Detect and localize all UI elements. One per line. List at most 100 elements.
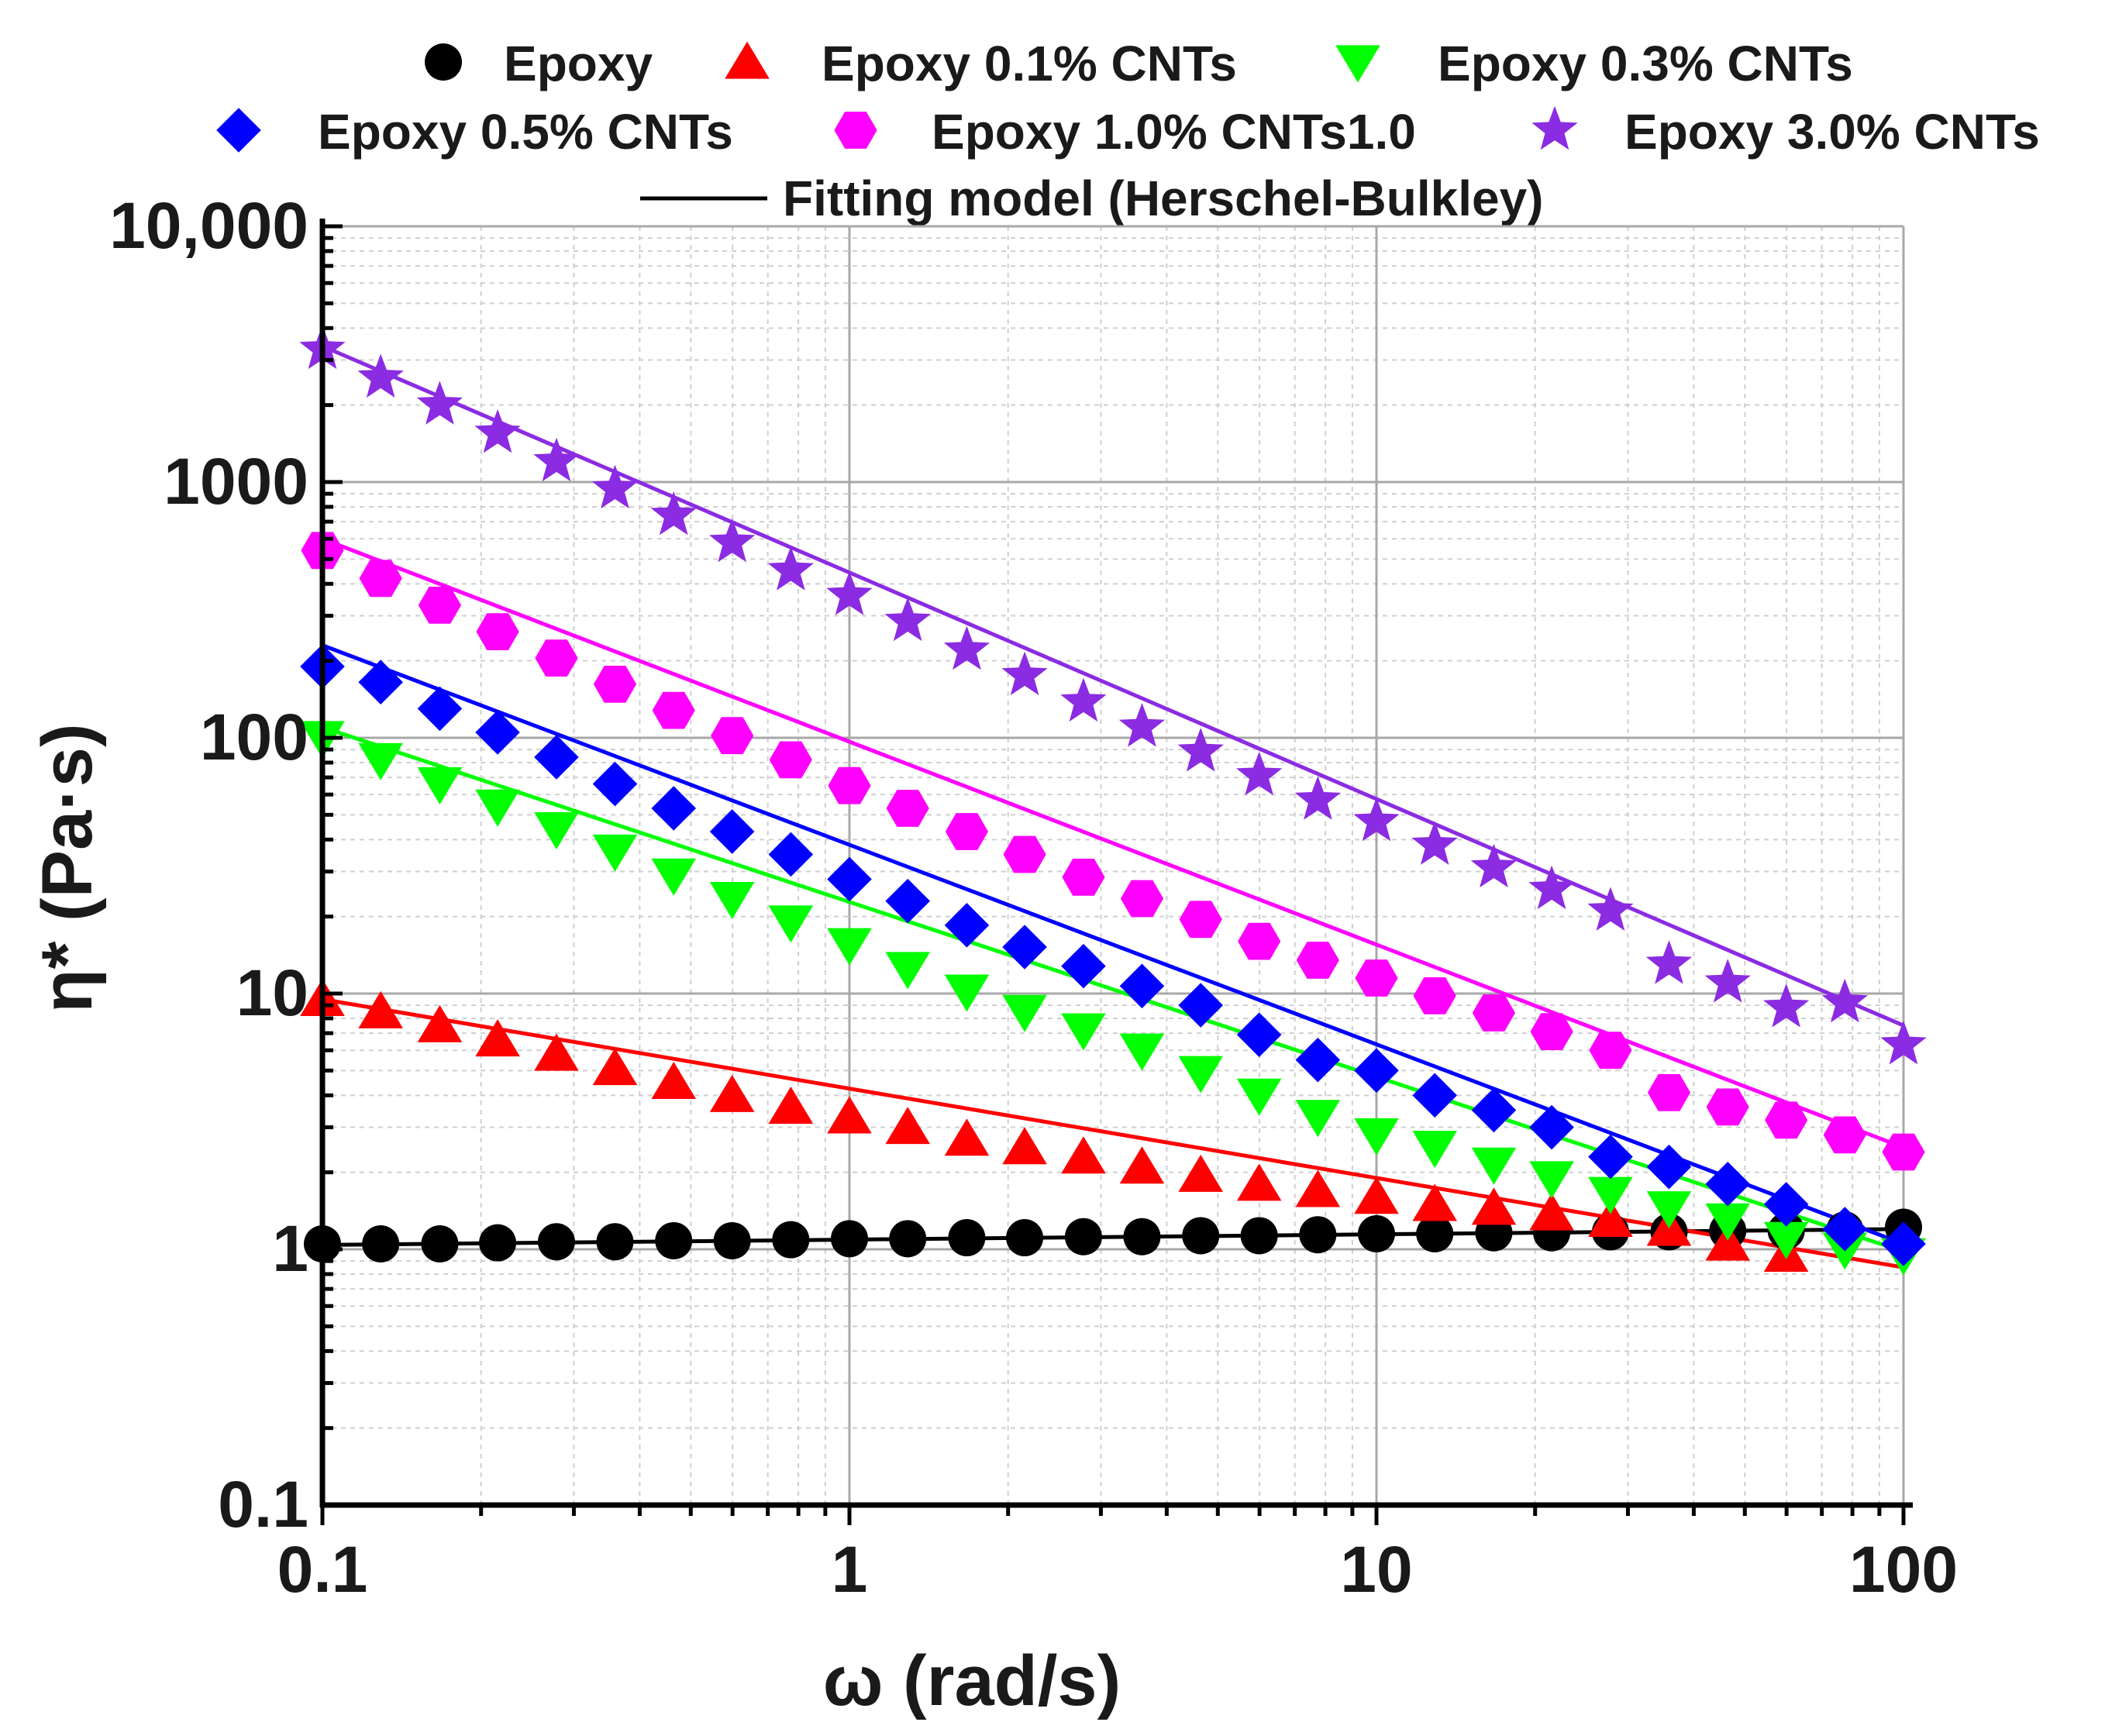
point-epoxy-0-5-cnts — [1705, 1161, 1751, 1207]
series-epoxy-0-5-cnts — [300, 644, 1926, 1266]
point-epoxy-3-0-cnts — [884, 597, 931, 642]
tick-labels: 0.1 1 10 100 0.1 1 10 100 1000 10,000 — [109, 189, 1958, 1606]
point-epoxy-3-0-cnts — [533, 437, 580, 482]
fit-lines — [322, 344, 1904, 1269]
point-epoxy-1-0-cnts1-0 — [886, 790, 929, 827]
major-gridlines — [321, 225, 1905, 1507]
point-epoxy-0-5-cnts — [1529, 1104, 1574, 1150]
series-epoxy-3-0-cnts — [299, 325, 1927, 1065]
point-epoxy-0-1-cnts — [417, 1004, 463, 1042]
point-epoxy — [1006, 1219, 1044, 1257]
point-epoxy-1-0-cnts1-0 — [359, 560, 402, 598]
point-epoxy-0-5-cnts — [1471, 1087, 1517, 1133]
point-epoxy-1-0-cnts1-0 — [1413, 977, 1456, 1014]
point-epoxy-0-3-cnts — [827, 928, 872, 966]
point-epoxy-0-3-cnts — [768, 905, 814, 943]
point-epoxy-0-3-cnts — [534, 812, 579, 850]
point-epoxy-1-0-cnts1-0 — [1765, 1101, 1808, 1139]
point-epoxy-0-5-cnts — [1588, 1134, 1633, 1180]
x-axis-title: ω (rad/s) — [823, 1641, 1121, 1720]
point-epoxy-3-0-cnts — [1821, 978, 1868, 1023]
point-epoxy-0-1-cnts — [1529, 1193, 1574, 1231]
point-epoxy-3-0-cnts — [1236, 751, 1283, 796]
point-epoxy-0-5-cnts — [1295, 1037, 1341, 1083]
point-epoxy-3-0-cnts — [1470, 843, 1518, 888]
point-epoxy-3-0-cnts — [1587, 887, 1634, 931]
point-epoxy — [1123, 1218, 1161, 1256]
point-epoxy-1-0-cnts1-0 — [1472, 994, 1515, 1032]
point-epoxy-0-3-cnts — [592, 834, 638, 872]
point-epoxy-0-1-cnts — [1295, 1169, 1341, 1207]
point-epoxy-0-3-cnts — [1763, 1221, 1809, 1259]
y-tick-label: 10 — [236, 956, 308, 1029]
point-epoxy-0-3-cnts — [358, 742, 404, 780]
point-epoxy — [772, 1221, 810, 1259]
point-epoxy-3-0-cnts — [709, 518, 756, 563]
point-epoxy-0-3-cnts — [1529, 1161, 1574, 1199]
point-epoxy-0-3-cnts — [651, 858, 697, 896]
point-epoxy-1-0-cnts1-0 — [476, 613, 519, 650]
point-epoxy-0-5-cnts — [1236, 1012, 1282, 1057]
point-epoxy — [362, 1225, 400, 1263]
point-epoxy-1-0-cnts1-0 — [1355, 959, 1398, 997]
point-epoxy-3-0-cnts — [1353, 797, 1400, 842]
point-epoxy-3-0-cnts — [1411, 821, 1458, 865]
data-points — [299, 325, 1927, 1276]
point-epoxy-0-5-cnts — [417, 686, 463, 732]
point-epoxy-1-0-cnts1-0 — [711, 717, 754, 755]
point-epoxy — [655, 1221, 693, 1259]
point-epoxy-3-0-cnts — [1177, 728, 1224, 772]
point-epoxy-0-3-cnts — [1354, 1118, 1399, 1156]
legend-marker-epoxy-0-5-cnts — [216, 108, 261, 153]
point-epoxy-0-5-cnts — [1002, 925, 1047, 970]
point-epoxy-0-5-cnts — [358, 660, 404, 705]
point-epoxy-0-5-cnts — [944, 903, 990, 948]
series-epoxy-0-3-cnts — [300, 721, 1926, 1276]
point-epoxy-0-1-cnts — [1705, 1223, 1751, 1261]
fit-line-epoxy — [322, 1227, 1904, 1247]
point-epoxy-1-0-cnts1-0 — [945, 813, 988, 850]
point-epoxy-3-0-cnts — [826, 571, 873, 615]
point-epoxy-0-1-cnts — [1236, 1163, 1282, 1201]
point-epoxy — [1182, 1217, 1220, 1255]
fit-line-epoxy-0-3-cnts — [322, 725, 1904, 1254]
point-epoxy-1-0-cnts1-0 — [1296, 942, 1339, 979]
point-epoxy-3-0-cnts — [416, 381, 463, 425]
point-epoxy-1-0-cnts1-0 — [535, 639, 578, 677]
point-epoxy-0-1-cnts — [358, 990, 404, 1028]
point-epoxy-3-0-cnts — [357, 353, 404, 398]
point-epoxy-0-3-cnts — [1061, 1013, 1106, 1051]
fit-line-epoxy-0-5-cnts — [322, 643, 1904, 1246]
point-epoxy-0-1-cnts — [885, 1107, 931, 1145]
series-epoxy-0-1-cnts — [300, 978, 1809, 1272]
point-epoxy-1-0-cnts1-0 — [828, 766, 871, 804]
point-epoxy-1-0-cnts1-0 — [1647, 1073, 1691, 1111]
point-epoxy-1-0-cnts1-0 — [769, 741, 812, 779]
point-epoxy-0-1-cnts — [1002, 1127, 1047, 1165]
minor-gridlines — [322, 226, 1903, 1505]
point-epoxy-3-0-cnts — [767, 546, 814, 591]
point-epoxy — [831, 1220, 868, 1258]
point-epoxy-0-5-cnts — [1412, 1073, 1458, 1118]
point-epoxy-0-3-cnts — [1178, 1056, 1224, 1094]
point-epoxy-0-5-cnts — [1763, 1182, 1809, 1227]
point-epoxy-0-1-cnts — [1354, 1176, 1399, 1214]
point-epoxy-0-1-cnts — [1412, 1183, 1458, 1221]
point-epoxy-0-1-cnts — [1471, 1187, 1517, 1225]
point-epoxy-0-3-cnts — [1471, 1147, 1517, 1185]
point-epoxy-3-0-cnts — [1704, 959, 1751, 1003]
x-tick-label: 1 — [832, 1533, 868, 1606]
point-epoxy — [948, 1219, 986, 1257]
point-epoxy-3-0-cnts — [650, 491, 697, 536]
point-epoxy-3-0-cnts — [1294, 776, 1341, 820]
fit-line-epoxy-1-0-cnts1-0 — [322, 536, 1904, 1150]
point-epoxy-0-1-cnts — [1119, 1146, 1165, 1184]
point-epoxy — [421, 1225, 459, 1263]
x-tick-label: 10 — [1340, 1533, 1412, 1606]
legend: Epoxy Epoxy 0.1% CNTs Epoxy 0.3% CNTs Epoxy… — [216, 36, 2040, 226]
point-epoxy — [1416, 1214, 1454, 1252]
point-epoxy-0-3-cnts — [885, 952, 931, 990]
point-epoxy-1-0-cnts1-0 — [1179, 901, 1222, 939]
point-epoxy-1-0-cnts1-0 — [1003, 835, 1046, 873]
